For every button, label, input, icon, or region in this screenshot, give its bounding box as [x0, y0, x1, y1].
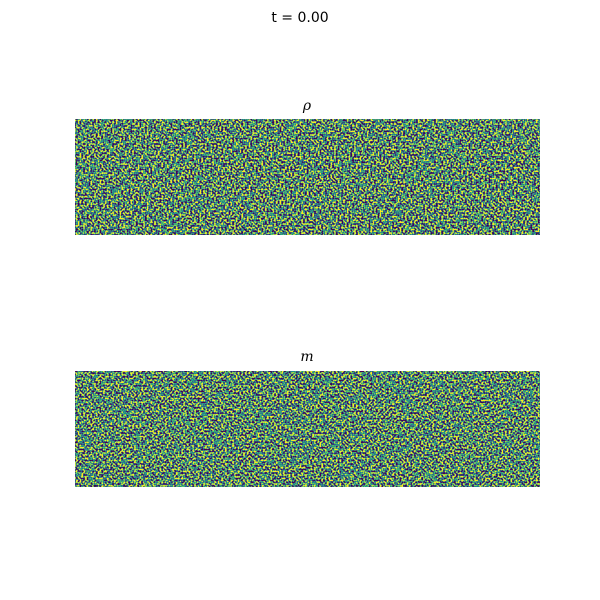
figure-title: t = 0.00: [271, 10, 328, 26]
panel-title: ρ: [302, 98, 312, 114]
panel-title: m: [300, 349, 313, 365]
heatmap-image: [75, 371, 540, 487]
heatmap-image: [75, 119, 540, 235]
